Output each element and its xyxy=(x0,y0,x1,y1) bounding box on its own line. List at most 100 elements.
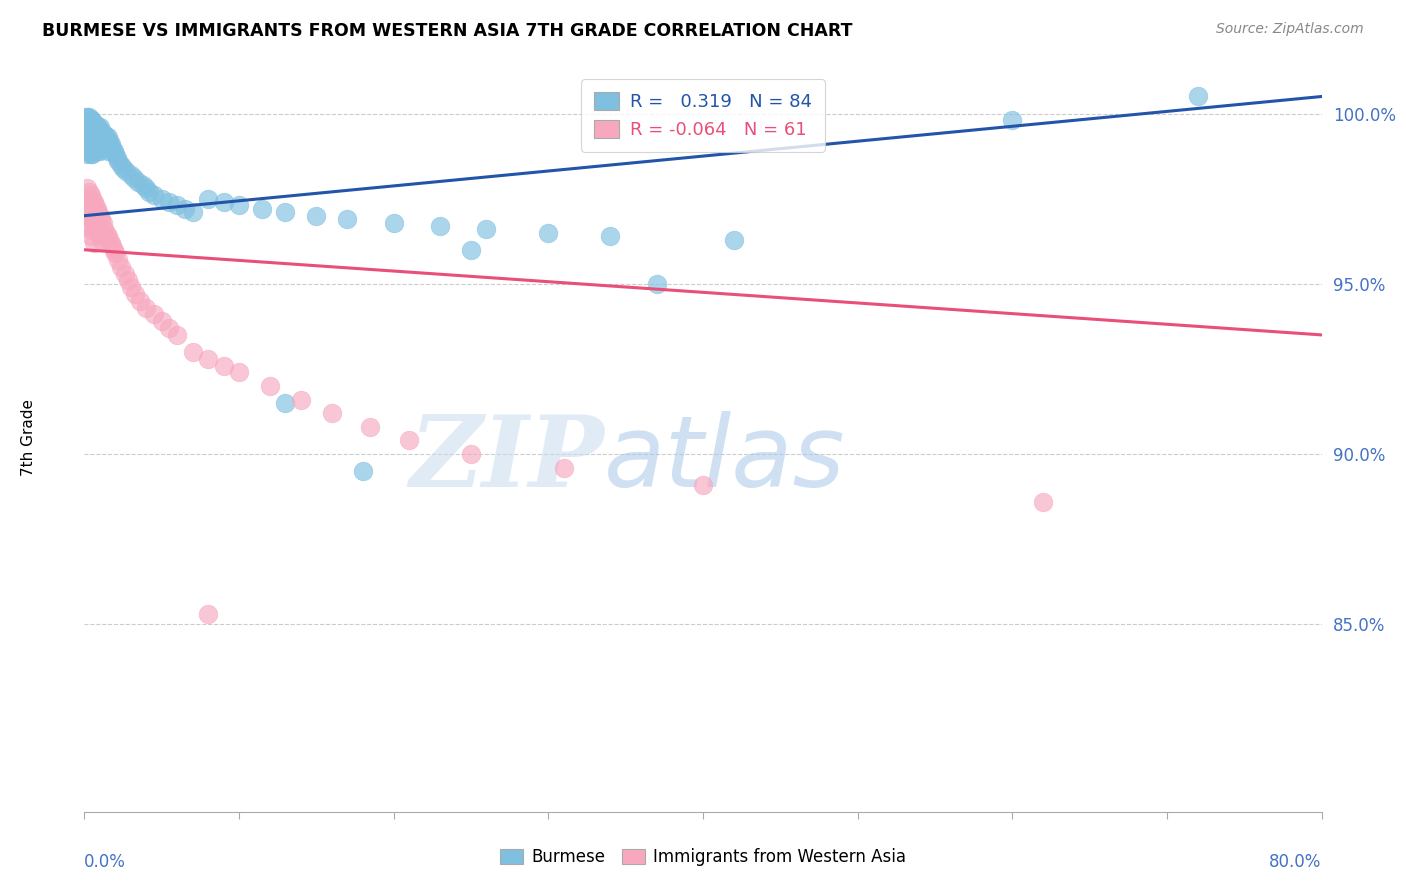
Point xyxy=(181,345,204,359)
Point xyxy=(94,130,117,145)
Point xyxy=(143,308,166,322)
Point xyxy=(76,147,98,161)
Point xyxy=(75,137,97,152)
Point xyxy=(143,188,166,202)
Point xyxy=(76,127,98,141)
Point xyxy=(76,110,98,124)
Point xyxy=(212,195,235,210)
Point xyxy=(112,161,135,175)
Point xyxy=(83,215,105,229)
Point xyxy=(117,273,139,287)
Point xyxy=(104,147,127,161)
Point xyxy=(97,130,120,145)
Point xyxy=(82,192,104,206)
Point xyxy=(75,117,97,131)
Point xyxy=(77,110,100,124)
Point xyxy=(122,171,145,186)
Point xyxy=(91,215,114,229)
Point xyxy=(107,252,129,267)
Point xyxy=(166,327,188,342)
Point xyxy=(87,134,110,148)
Point xyxy=(228,365,250,379)
Point xyxy=(98,134,121,148)
Point xyxy=(89,144,111,158)
Point xyxy=(79,123,101,137)
Point xyxy=(252,202,274,216)
Point xyxy=(101,140,124,154)
Point xyxy=(138,185,160,199)
Point xyxy=(135,301,157,315)
Point xyxy=(1032,495,1054,509)
Point xyxy=(398,434,420,448)
Legend: R =   0.319   N = 84, R = -0.064   N = 61: R = 0.319 N = 84, R = -0.064 N = 61 xyxy=(581,79,825,152)
Point xyxy=(77,130,100,145)
Point xyxy=(86,144,108,158)
Point xyxy=(100,137,122,152)
Point xyxy=(553,460,575,475)
Point xyxy=(94,226,117,240)
Point xyxy=(98,233,121,247)
Point xyxy=(82,212,104,227)
Point xyxy=(105,151,128,165)
Point xyxy=(84,144,107,158)
Point xyxy=(79,209,101,223)
Text: atlas: atlas xyxy=(605,411,845,508)
Point xyxy=(77,117,100,131)
Point xyxy=(87,205,110,219)
Point xyxy=(76,219,98,233)
Point xyxy=(1001,113,1024,128)
Text: BURMESE VS IMMIGRANTS FROM WESTERN ASIA 7TH GRADE CORRELATION CHART: BURMESE VS IMMIGRANTS FROM WESTERN ASIA … xyxy=(42,22,852,40)
Point xyxy=(114,267,136,281)
Point xyxy=(86,120,108,135)
Point xyxy=(352,464,374,478)
Point xyxy=(321,406,343,420)
Text: ZIP: ZIP xyxy=(409,411,605,508)
Point xyxy=(76,198,98,212)
Point xyxy=(159,195,181,210)
Point xyxy=(89,130,111,145)
Point xyxy=(259,379,281,393)
Point xyxy=(599,229,621,244)
Point xyxy=(429,219,451,233)
Point xyxy=(87,120,110,135)
Point xyxy=(305,209,328,223)
Point xyxy=(166,198,188,212)
Point xyxy=(76,137,98,152)
Point xyxy=(90,212,112,227)
Point xyxy=(82,147,104,161)
Point xyxy=(150,314,173,328)
Point xyxy=(382,215,405,229)
Point xyxy=(83,195,105,210)
Point xyxy=(79,134,101,148)
Point xyxy=(83,127,105,141)
Point xyxy=(87,226,110,240)
Point xyxy=(77,222,100,236)
Point xyxy=(104,246,127,260)
Point xyxy=(77,144,100,158)
Point xyxy=(100,235,122,250)
Point xyxy=(86,222,108,236)
Text: 7th Grade: 7th Grade xyxy=(21,399,37,475)
Point xyxy=(537,226,560,240)
Point xyxy=(84,130,107,145)
Point xyxy=(84,219,107,233)
Point xyxy=(89,209,111,223)
Point xyxy=(86,130,108,145)
Point xyxy=(723,233,745,247)
Point xyxy=(110,260,132,274)
Point xyxy=(124,287,146,301)
Text: 80.0%: 80.0% xyxy=(1270,853,1322,871)
Point xyxy=(97,144,120,158)
Point xyxy=(128,175,150,189)
Point xyxy=(174,202,197,216)
Point xyxy=(97,229,120,244)
Point xyxy=(103,243,125,257)
Point xyxy=(103,144,125,158)
Point xyxy=(86,202,108,216)
Point xyxy=(645,277,668,291)
Point xyxy=(475,222,498,236)
Point xyxy=(75,110,97,124)
Point xyxy=(93,140,115,154)
Point xyxy=(110,158,132,172)
Point xyxy=(90,233,112,247)
